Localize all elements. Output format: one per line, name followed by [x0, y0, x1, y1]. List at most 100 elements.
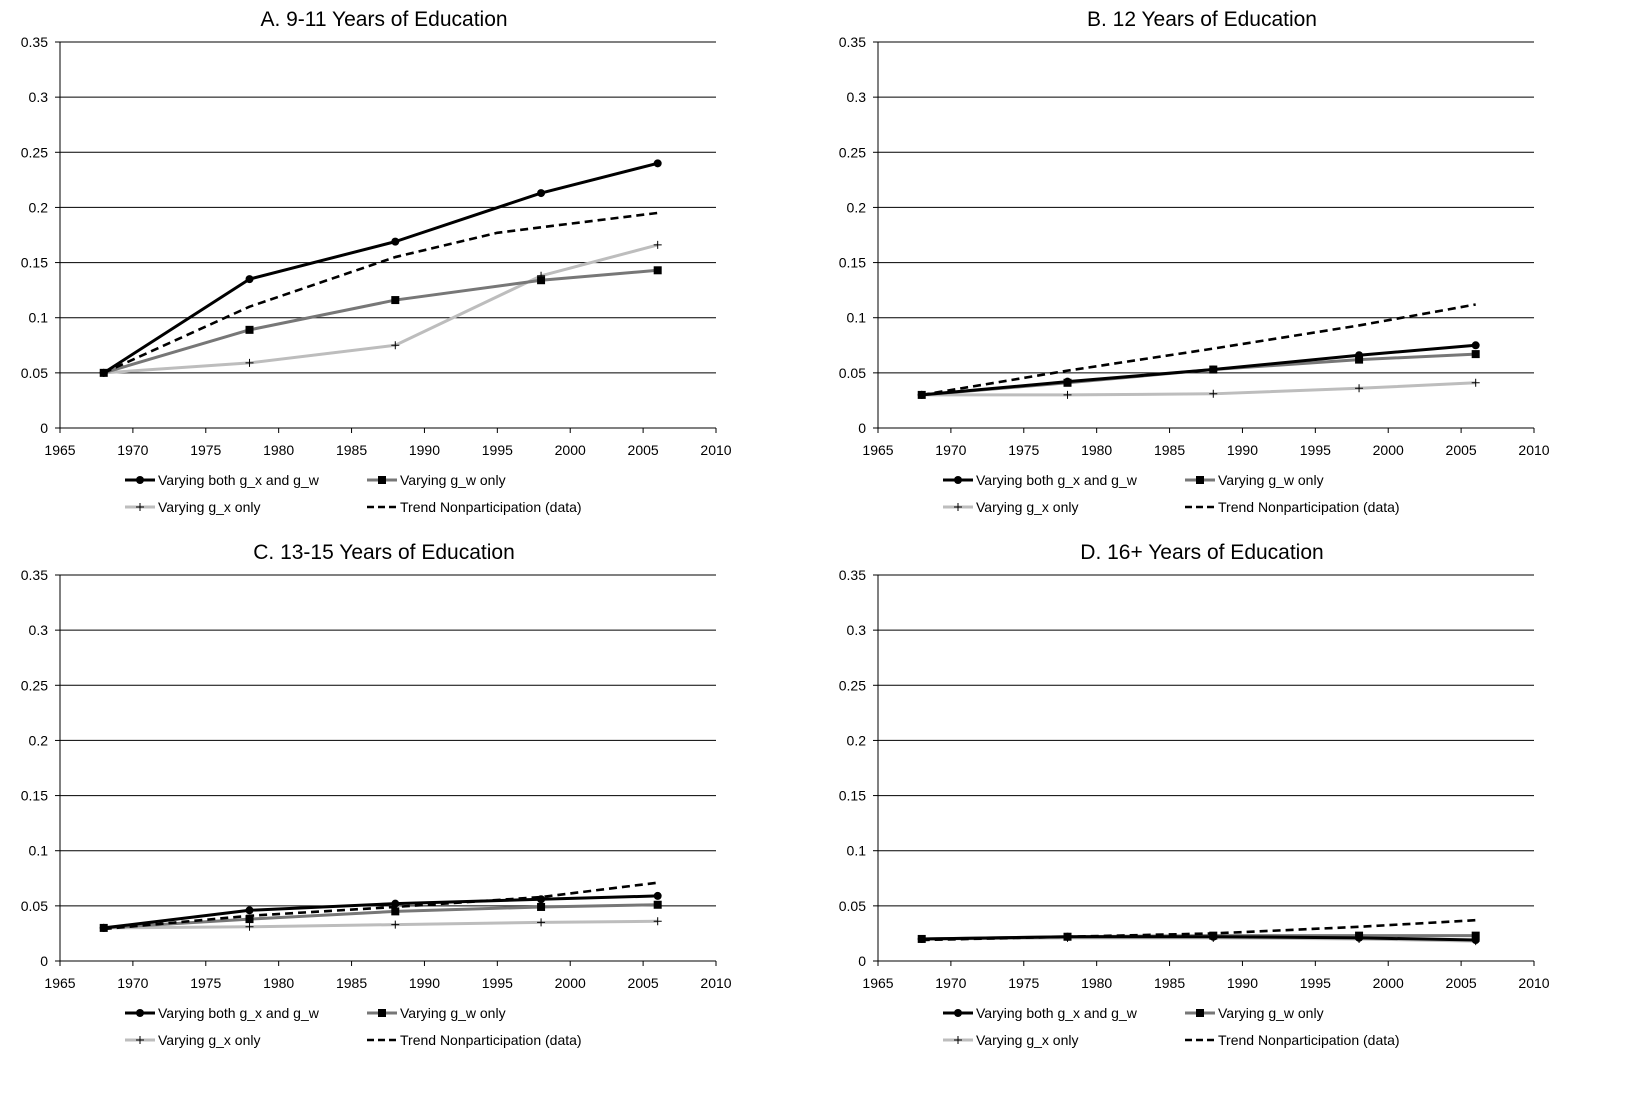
legend-marker [954, 1009, 962, 1017]
x-tick-label: 2000 [1373, 975, 1404, 991]
x-tick-label: 1985 [336, 975, 367, 991]
data-point-gw [245, 915, 254, 924]
x-tick-label: 1985 [1154, 975, 1185, 991]
y-tick-label: 0.25 [839, 677, 866, 693]
x-tick-label: 1975 [1008, 442, 1039, 458]
y-tick-label: 0.15 [839, 255, 866, 271]
data-point-gx [1063, 390, 1072, 399]
y-tick-label: 0.1 [29, 310, 49, 326]
x-tick-label: 2010 [1518, 975, 1549, 991]
data-point-gx [391, 341, 400, 350]
y-tick-label: 0.2 [29, 732, 49, 748]
series-line-trend [103, 211, 658, 375]
legend-marker [136, 476, 144, 484]
x-tick-label: 1965 [862, 975, 893, 991]
y-tick-label: 0.2 [29, 199, 49, 215]
legend-item-gx: Varying g_x only [125, 1032, 260, 1048]
y-tick-label: 0.15 [839, 788, 866, 804]
x-tick-label: 2010 [700, 442, 731, 458]
chart-title: D. 16+ Years of Education [1080, 541, 1323, 564]
legend-label: Trend Nonparticipation (data) [1218, 499, 1400, 515]
data-point-both [917, 934, 926, 943]
legend-item-gx: Varying g_x only [943, 1032, 1078, 1048]
y-tick-label: 0 [858, 420, 866, 436]
x-tick-label: 1990 [1227, 975, 1258, 991]
x-tick-label: 1980 [263, 442, 294, 458]
data-point-both [1063, 377, 1072, 386]
series-gw [917, 350, 1480, 399]
y-tick-label: 0.2 [847, 199, 867, 215]
x-tick-label: 1975 [190, 975, 221, 991]
legend-item-both: Varying both g_x and g_w [125, 472, 320, 488]
data-point-gx [1471, 378, 1480, 387]
legend-marker [954, 476, 962, 484]
legend-label: Varying g_x only [976, 1032, 1078, 1048]
y-tick-label: 0.3 [847, 89, 867, 105]
data-point-both [537, 189, 546, 198]
legend-marker [1196, 476, 1204, 484]
legend-item-trend: Trend Nonparticipation (data) [1185, 1032, 1400, 1048]
legend-label: Trend Nonparticipation (data) [400, 499, 582, 515]
y-tick-label: 0.15 [21, 255, 48, 271]
x-tick-label: 1980 [263, 975, 294, 991]
data-point-gw [1471, 350, 1480, 359]
data-point-gx [245, 358, 254, 367]
y-tick-label: 0.25 [839, 144, 866, 160]
y-tick-label: 0.25 [21, 677, 48, 693]
legend-marker [378, 476, 386, 484]
legend-item-trend: Trend Nonparticipation (data) [367, 1032, 582, 1048]
x-tick-label: 2000 [1373, 442, 1404, 458]
x-tick-label: 1970 [117, 442, 148, 458]
series-trend [921, 303, 1476, 397]
y-tick-label: 0.2 [847, 732, 867, 748]
series-trend [103, 211, 658, 375]
series-both [917, 341, 1480, 399]
legend-marker [954, 503, 962, 511]
data-point-gx [1209, 389, 1218, 398]
x-tick-label: 1995 [482, 975, 513, 991]
data-point-gx [537, 918, 546, 927]
legend-label: Trend Nonparticipation (data) [1218, 1032, 1400, 1048]
data-point-gx [653, 240, 662, 249]
x-tick-label: 2000 [555, 975, 586, 991]
x-tick-label: 1990 [1227, 442, 1258, 458]
data-point-both [1471, 936, 1480, 945]
data-point-gx [391, 920, 400, 929]
y-tick-label: 0.3 [847, 622, 867, 638]
data-point-gw [391, 296, 400, 305]
chart-panel-d: D. 16+ Years of Education 0 0.05 0.1 0.15 0.2… [818, 533, 1636, 1081]
x-tick-label: 2005 [628, 442, 659, 458]
data-point-both [99, 923, 108, 932]
legend-label: Trend Nonparticipation (data) [400, 1032, 582, 1048]
chart-title: C. 13-15 Years of Education [253, 541, 515, 564]
legend: Varying both g_x and g_w Varying g_w only… [125, 1005, 582, 1048]
legend-label: Varying g_w only [400, 1005, 506, 1021]
x-tick-label: 1985 [336, 442, 367, 458]
legend-item-trend: Trend Nonparticipation (data) [1185, 499, 1400, 515]
data-point-both [537, 895, 546, 904]
x-tick-label: 1990 [409, 442, 440, 458]
y-tick-label: 0.05 [839, 898, 866, 914]
x-tick-label: 1965 [44, 975, 75, 991]
data-point-gw [391, 907, 400, 916]
legend-label: Varying g_x only [158, 1032, 260, 1048]
x-tick-label: 1995 [1300, 442, 1331, 458]
y-tick-label: 0.35 [21, 567, 48, 583]
y-tick-label: 0.1 [847, 310, 867, 326]
x-tick-label: 1980 [1081, 975, 1112, 991]
legend-marker [136, 1036, 144, 1044]
data-point-gw [245, 325, 254, 334]
x-tick-label: 1975 [190, 442, 221, 458]
data-point-both [245, 906, 254, 915]
series-both [99, 891, 662, 932]
data-point-both [653, 891, 662, 900]
legend-label: Varying both g_x and g_w [158, 1005, 320, 1021]
legend-item-gx: Varying g_x only [943, 499, 1078, 515]
chart-panel-a: A. 9-11 Years of Education 0 0.05 0.1 0.15 0.… [0, 0, 818, 548]
y-tick-label: 0.3 [29, 622, 49, 638]
chart-svg: D. 16+ Years of Education 0 0.05 0.1 0.15 0.2… [839, 541, 1550, 1048]
chart-svg: B. 12 Years of Education 0 0.05 0.1 0.15 0.2 0… [839, 8, 1550, 515]
legend-item-both: Varying both g_x and g_w [125, 1005, 320, 1021]
data-point-both [391, 899, 400, 908]
